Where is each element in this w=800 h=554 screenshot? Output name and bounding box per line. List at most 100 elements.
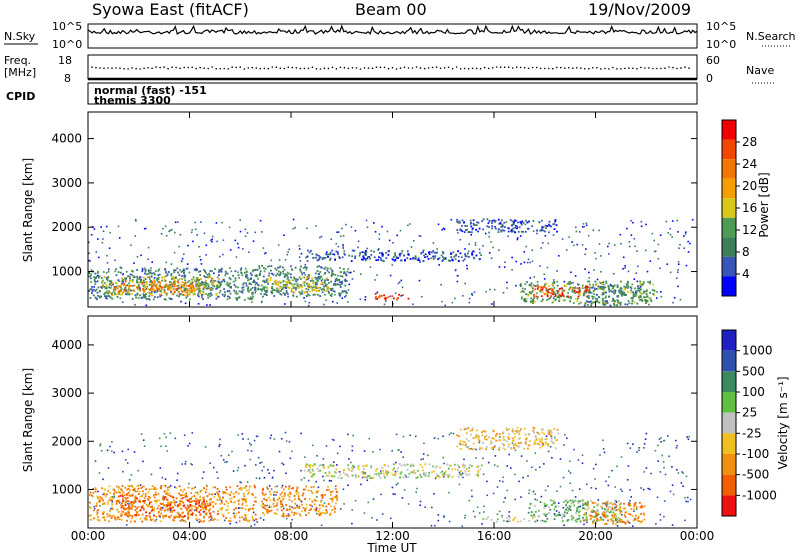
freq-dot (680, 67, 682, 69)
scatter-cell (537, 431, 539, 434)
scatter-cell (507, 443, 510, 446)
speckle (323, 502, 326, 504)
scatter-cell (538, 443, 541, 446)
scatter-cell (156, 287, 159, 290)
speckle (229, 249, 232, 251)
scatter-cell (178, 492, 181, 495)
scatter-cell (282, 266, 284, 269)
speckle (366, 247, 368, 250)
scatter-cell (338, 278, 340, 281)
speckle (471, 293, 473, 295)
scatter-cell (135, 286, 138, 289)
scatter-cell (646, 301, 649, 303)
speckle (270, 259, 273, 262)
scatter-cell (322, 465, 325, 468)
scatter-cell (140, 296, 143, 299)
scatter-cell (97, 516, 99, 518)
speckle (502, 292, 505, 294)
speckle (350, 461, 352, 464)
scatter-cell (538, 438, 541, 441)
scatter-cell (274, 267, 277, 270)
scatter-cell (205, 293, 208, 295)
scatter-cell (225, 486, 228, 489)
scatter-cell (364, 251, 367, 254)
scatter-cell (228, 494, 231, 496)
scatter-cell (251, 507, 254, 510)
scatter-cell (543, 285, 546, 287)
speckle (492, 246, 494, 249)
scatter-cell (167, 285, 170, 287)
scatter-cell (449, 260, 451, 262)
speckle (143, 227, 146, 230)
scatter-cell (104, 488, 107, 491)
scatter-cell (520, 297, 523, 300)
scatter-cell (172, 519, 175, 521)
scatter-cell (454, 254, 457, 257)
scatter-cell (229, 520, 232, 522)
scatter-cell (616, 304, 618, 307)
scatter-cell (157, 281, 159, 284)
scatter-cell (173, 519, 176, 522)
speckle (397, 482, 399, 485)
speckle (350, 271, 352, 274)
scatter-cell (331, 499, 334, 501)
speckle (340, 235, 342, 238)
scatter-cell (198, 500, 201, 502)
scatter-cell (299, 269, 302, 272)
scatter-cell (234, 279, 237, 282)
scatter-cell (261, 265, 263, 267)
scatter-cell (256, 268, 259, 271)
speckle (192, 240, 194, 243)
scatter-cell (245, 282, 248, 285)
speckle (201, 477, 204, 479)
scatter-cell (109, 492, 112, 494)
scatter-cell (293, 512, 296, 514)
scatter-cell (365, 464, 368, 467)
scatter-cell (329, 512, 332, 515)
scatter-cell (617, 284, 619, 287)
scatter-cell (525, 300, 528, 303)
scatter-cell (122, 491, 125, 494)
scatter-cell (173, 291, 176, 294)
scatter-cell (376, 467, 379, 470)
scatter-cell (96, 291, 99, 294)
scatter-cell (299, 268, 301, 271)
scatter-cell (329, 251, 332, 254)
scatter-cell (419, 463, 422, 466)
scatter-cell (201, 283, 204, 286)
scatter-cell (255, 275, 258, 278)
freq-dot (163, 66, 165, 68)
speckle (433, 493, 435, 495)
speckle (236, 469, 239, 472)
scatter-cell (553, 228, 556, 230)
speckle (376, 274, 378, 276)
scatter-cell (588, 507, 590, 510)
scatter-cell (458, 260, 460, 262)
scatter-cell (282, 488, 285, 491)
scatter-cell (315, 290, 318, 292)
scatter-cell (186, 295, 189, 297)
scatter-cell (111, 292, 113, 295)
scatter-cell (127, 275, 129, 277)
scatter-cell (202, 503, 204, 506)
scatter-cell (592, 296, 595, 298)
scatter-cell (499, 439, 502, 442)
scatter-cell (488, 226, 490, 228)
scatter-cell (166, 501, 169, 504)
speckle (592, 511, 594, 513)
scatter-cell (459, 252, 462, 255)
scatter-cell (565, 504, 567, 507)
scatter-cell (597, 513, 600, 516)
scatter-cell (330, 505, 332, 507)
speckle (684, 519, 686, 522)
scatter-cell (157, 278, 160, 281)
speckle (137, 469, 139, 472)
scatter-cell (426, 255, 429, 258)
speckle (400, 295, 403, 297)
scatter-cell (176, 511, 179, 514)
scatter-cell (642, 290, 645, 293)
scatter-cell (128, 512, 131, 515)
speckle (198, 521, 201, 523)
speckle (174, 231, 176, 234)
scatter-cell (638, 287, 641, 290)
